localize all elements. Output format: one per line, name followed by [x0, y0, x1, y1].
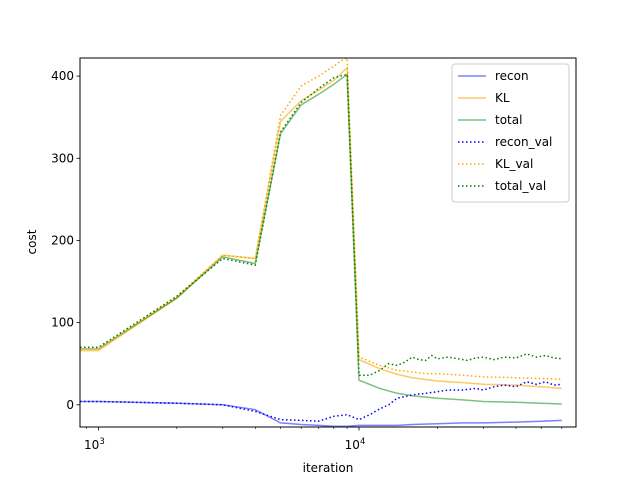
y-axis: 0 100 200 300 400 — [51, 69, 80, 412]
y-tick-label: 0 — [66, 398, 74, 412]
legend: recon KL total recon_val KL_val total_val — [451, 63, 570, 203]
y-axis-label: cost — [25, 229, 39, 254]
legend-label-total: total — [495, 113, 522, 127]
series-line-total-val — [80, 73, 562, 376]
y-tick-label: 200 — [51, 233, 74, 247]
x-tick-exponent: 3 — [99, 437, 104, 447]
axes-frame — [79, 57, 577, 428]
legend-label-recon-val: recon_val — [495, 135, 552, 149]
x-axis-label: iteration — [303, 461, 354, 475]
plot-area — [80, 58, 562, 427]
y-tick-label: 100 — [51, 316, 74, 330]
legend-label-recon: recon — [495, 69, 529, 83]
legend-label-KL: KL — [495, 91, 510, 105]
legend-label-KL-val: KL_val — [495, 157, 533, 171]
y-tick-label: 400 — [51, 69, 74, 83]
x-tick-exponent: 4 — [360, 437, 365, 447]
y-tick-label: 300 — [51, 151, 74, 165]
legend-label-total-val: total_val — [495, 179, 546, 193]
series-line-total — [80, 72, 562, 405]
